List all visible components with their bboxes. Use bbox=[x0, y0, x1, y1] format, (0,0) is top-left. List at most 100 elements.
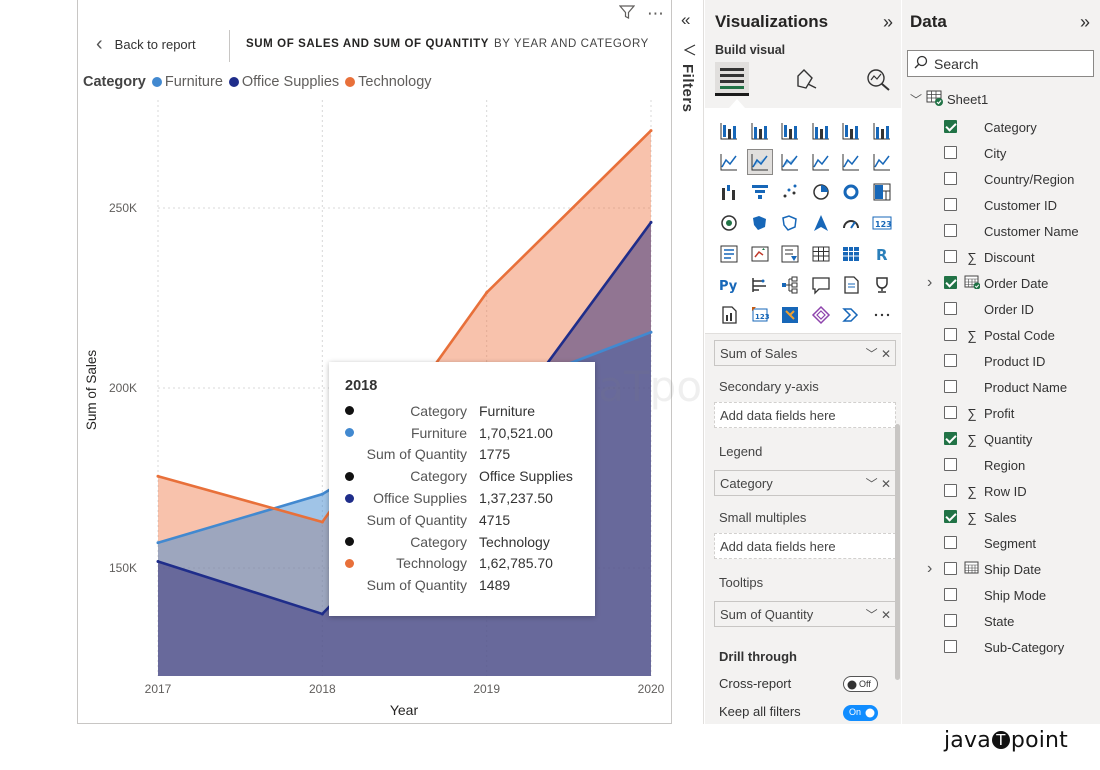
field-checkbox[interactable] bbox=[944, 640, 957, 653]
goals-visual-icon[interactable] bbox=[869, 272, 895, 298]
field-row[interactable]: Segment bbox=[902, 530, 1100, 556]
field-checkbox[interactable] bbox=[944, 588, 957, 601]
field-row[interactable]: Customer ID bbox=[902, 192, 1100, 218]
field-row[interactable]: › Ship Date bbox=[902, 556, 1100, 582]
field-checkbox[interactable] bbox=[944, 302, 957, 315]
treemap-chart-icon[interactable] bbox=[869, 179, 895, 205]
stacked-area-chart-icon[interactable] bbox=[777, 149, 803, 175]
key-influencers-visual-icon[interactable] bbox=[747, 272, 773, 298]
card-visual-icon[interactable]: 123 bbox=[869, 210, 895, 236]
data-point-office-supplies[interactable] bbox=[156, 560, 160, 564]
field-checkbox[interactable] bbox=[944, 250, 957, 263]
filter-icon[interactable] bbox=[618, 4, 636, 25]
data-point-furniture[interactable] bbox=[320, 492, 324, 496]
field-checkbox[interactable] bbox=[944, 614, 957, 627]
field-checkbox[interactable] bbox=[944, 198, 957, 211]
secondary-y-axis-well[interactable]: Add data fields here bbox=[714, 402, 896, 428]
expand-filters-icon[interactable]: « bbox=[681, 10, 691, 29]
legend-item-furniture[interactable]: Furniture bbox=[151, 74, 223, 90]
data-point-office-supplies[interactable] bbox=[320, 612, 324, 616]
field-row[interactable]: ∑ Quantity bbox=[902, 426, 1100, 452]
field-checkbox[interactable] bbox=[944, 432, 957, 445]
chevron-right-icon[interactable]: › bbox=[927, 274, 933, 291]
field-row[interactable]: ∑ Discount bbox=[902, 244, 1100, 270]
legend-well[interactable]: Category ﹀ ✕ bbox=[714, 470, 896, 496]
clustered-bar-chart-icon[interactable] bbox=[777, 118, 803, 144]
field-checkbox[interactable] bbox=[944, 328, 957, 341]
field-row[interactable]: ∑ Row ID bbox=[902, 478, 1100, 504]
field-row[interactable]: › Order Date bbox=[902, 270, 1100, 296]
field-checkbox[interactable] bbox=[944, 146, 957, 159]
y-axis-well[interactable]: Sum of Sales ﹀ ✕ bbox=[714, 340, 896, 366]
data-point-furniture[interactable] bbox=[649, 330, 653, 334]
field-row[interactable]: Sub-Category bbox=[902, 634, 1100, 660]
power-apps-visual-icon[interactable]: 123 bbox=[747, 302, 773, 328]
matrix-visual-icon[interactable] bbox=[838, 241, 864, 267]
cross-report-toggle[interactable]: Off bbox=[843, 676, 878, 692]
field-checkbox[interactable] bbox=[944, 510, 957, 523]
field-checkbox[interactable] bbox=[944, 562, 957, 575]
field-checkbox[interactable] bbox=[944, 172, 957, 185]
analytics-icon[interactable] bbox=[861, 62, 895, 96]
field-checkbox[interactable] bbox=[944, 458, 957, 471]
field-checkbox[interactable] bbox=[944, 120, 957, 133]
gauge-visual-icon[interactable] bbox=[838, 210, 864, 236]
format-visual-icon[interactable] bbox=[789, 62, 823, 96]
more-visuals-icon[interactable] bbox=[869, 302, 895, 328]
100-stacked-bar-chart-icon[interactable] bbox=[838, 118, 864, 144]
data-point-technology[interactable] bbox=[156, 474, 160, 478]
legend-item-technology[interactable]: Technology bbox=[345, 74, 432, 90]
stacked-column-chart-icon[interactable] bbox=[747, 118, 773, 144]
line-clustered-column-chart-icon[interactable] bbox=[838, 149, 864, 175]
donut-chart-icon[interactable] bbox=[838, 179, 864, 205]
data-point-office-supplies[interactable] bbox=[649, 220, 653, 224]
legend-item-office-supplies[interactable]: Office Supplies bbox=[228, 74, 339, 90]
field-row[interactable]: State bbox=[902, 608, 1100, 634]
more-options-icon[interactable]: ⋯ bbox=[647, 4, 665, 23]
multi-row-card-icon[interactable] bbox=[716, 241, 742, 267]
ribbon-chart-icon[interactable] bbox=[869, 149, 895, 175]
fields-tab-icon[interactable] bbox=[715, 62, 749, 96]
field-row[interactable]: Category bbox=[902, 114, 1100, 140]
field-row[interactable]: Region bbox=[902, 452, 1100, 478]
well-controls-icon[interactable]: ﹀ ✕ bbox=[865, 347, 891, 361]
paginated-report-visual-icon[interactable] bbox=[716, 302, 742, 328]
kpi-visual-icon[interactable] bbox=[747, 241, 773, 267]
field-checkbox[interactable] bbox=[944, 484, 957, 497]
field-row[interactable]: Product ID bbox=[902, 348, 1100, 374]
table-sheet1[interactable]: ﹀ Sheet1 bbox=[910, 90, 988, 109]
field-checkbox[interactable] bbox=[944, 406, 957, 419]
filled-map-visual-icon[interactable] bbox=[747, 210, 773, 236]
field-row[interactable]: Ship Mode bbox=[902, 582, 1100, 608]
line-stacked-column-chart-icon[interactable] bbox=[808, 149, 834, 175]
r-script-visual-icon[interactable]: R bbox=[869, 241, 895, 267]
data-point-technology[interactable] bbox=[320, 520, 324, 524]
data-point-furniture[interactable] bbox=[156, 541, 160, 545]
collapse-data-icon[interactable]: » bbox=[1079, 12, 1090, 32]
table-visual-icon[interactable] bbox=[808, 241, 834, 267]
map-visual-icon[interactable] bbox=[716, 210, 742, 236]
field-row[interactable]: Country/Region bbox=[902, 166, 1100, 192]
well-controls-icon[interactable]: ﹀ ✕ bbox=[865, 477, 891, 491]
field-row[interactable]: Customer Name bbox=[902, 218, 1100, 244]
smart-narrative-visual-icon[interactable] bbox=[838, 272, 864, 298]
arrow-visual-icon[interactable] bbox=[838, 302, 864, 328]
scatter-chart-icon[interactable] bbox=[777, 179, 803, 205]
collapse-visualizations-icon[interactable]: » bbox=[882, 12, 893, 32]
azure-map-visual-icon[interactable] bbox=[808, 210, 834, 236]
field-row[interactable]: Product Name bbox=[902, 374, 1100, 400]
keep-all-filters-toggle[interactable]: On bbox=[843, 705, 878, 721]
decomposition-tree-visual-icon[interactable] bbox=[777, 272, 803, 298]
small-multiples-well[interactable]: Add data fields here bbox=[714, 533, 896, 559]
field-row[interactable]: ∑ Sales bbox=[902, 504, 1100, 530]
area-chart-icon[interactable] bbox=[746, 148, 773, 175]
visualizations-scrollbar[interactable] bbox=[895, 424, 900, 680]
tooltips-well[interactable]: Sum of Quantity ﹀ ✕ bbox=[714, 601, 896, 627]
data-point-technology[interactable] bbox=[649, 129, 653, 133]
well-controls-icon[interactable]: ﹀ ✕ bbox=[865, 608, 891, 622]
clustered-column-chart-icon[interactable] bbox=[808, 118, 834, 144]
field-row[interactable]: Order ID bbox=[902, 296, 1100, 322]
chevron-right-icon[interactable]: › bbox=[927, 560, 933, 577]
funnel-chart-icon[interactable] bbox=[747, 179, 773, 205]
slicer-visual-icon[interactable] bbox=[777, 241, 803, 267]
